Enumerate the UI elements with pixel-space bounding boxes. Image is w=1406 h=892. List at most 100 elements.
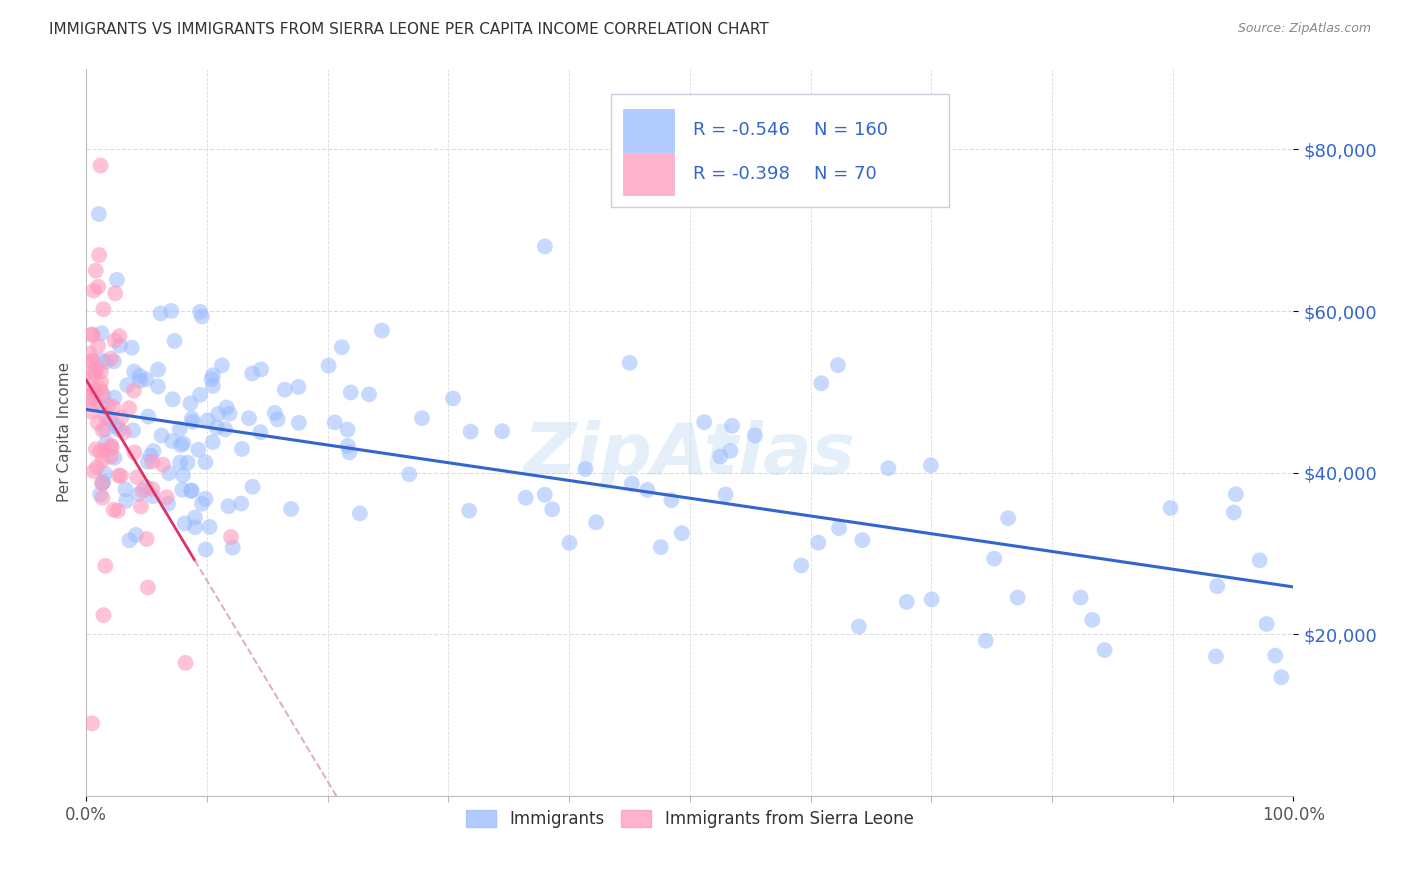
Point bbox=[87, 280, 110, 294]
Point bbox=[1070, 591, 1092, 605]
Point bbox=[371, 324, 394, 338]
Point bbox=[128, 368, 150, 383]
Point bbox=[101, 441, 124, 455]
Point bbox=[141, 482, 163, 496]
Point bbox=[97, 399, 120, 413]
Point bbox=[103, 503, 125, 517]
Point bbox=[115, 493, 138, 508]
Point bbox=[136, 581, 159, 595]
Point bbox=[533, 488, 555, 502]
Point bbox=[179, 396, 201, 410]
Point bbox=[87, 416, 110, 430]
Point bbox=[87, 207, 110, 221]
Point bbox=[162, 392, 184, 407]
Point bbox=[108, 468, 131, 483]
Point bbox=[274, 383, 297, 397]
Point bbox=[181, 415, 204, 429]
Point bbox=[90, 353, 112, 368]
Point bbox=[108, 329, 131, 343]
Point bbox=[105, 273, 128, 287]
Point bbox=[83, 284, 105, 298]
Point bbox=[207, 407, 229, 421]
Text: Source: ZipAtlas.com: Source: ZipAtlas.com bbox=[1237, 22, 1371, 36]
Point bbox=[574, 462, 596, 476]
Point bbox=[1205, 649, 1227, 664]
Point bbox=[157, 466, 180, 480]
Point bbox=[280, 502, 302, 516]
Text: R = -0.546: R = -0.546 bbox=[693, 121, 790, 139]
Point bbox=[86, 460, 108, 475]
Point bbox=[1223, 506, 1246, 520]
Point bbox=[129, 500, 152, 514]
Point bbox=[184, 510, 207, 524]
Text: IMMIGRANTS VS IMMIGRANTS FROM SIERRA LEONE PER CAPITA INCOME CORRELATION CHART: IMMIGRANTS VS IMMIGRANTS FROM SIERRA LEO… bbox=[49, 22, 769, 37]
Point bbox=[115, 378, 138, 392]
Point bbox=[807, 535, 830, 549]
Point bbox=[242, 480, 264, 494]
Point bbox=[122, 423, 145, 437]
Point bbox=[619, 356, 641, 370]
Point bbox=[79, 346, 101, 360]
Point bbox=[94, 558, 117, 573]
Point bbox=[671, 526, 693, 541]
Point bbox=[218, 407, 240, 421]
Point bbox=[458, 504, 481, 518]
Point bbox=[219, 530, 242, 544]
Point bbox=[221, 541, 243, 555]
Point bbox=[266, 412, 288, 426]
Point bbox=[357, 387, 380, 401]
Point bbox=[827, 358, 849, 372]
Point bbox=[79, 389, 101, 403]
Point bbox=[94, 467, 117, 481]
Point bbox=[82, 368, 104, 382]
Point bbox=[125, 528, 148, 542]
Point bbox=[108, 423, 131, 437]
Point bbox=[714, 487, 737, 501]
Point bbox=[650, 540, 672, 554]
Point bbox=[124, 445, 146, 459]
Point bbox=[80, 353, 103, 368]
Point bbox=[114, 483, 136, 497]
Point bbox=[86, 360, 108, 375]
Text: R = -0.398: R = -0.398 bbox=[693, 165, 790, 183]
Point bbox=[87, 339, 110, 353]
Point bbox=[169, 456, 191, 470]
Point bbox=[620, 476, 643, 491]
Point bbox=[103, 354, 125, 368]
Point bbox=[194, 455, 217, 469]
Point bbox=[142, 489, 165, 503]
Point bbox=[91, 491, 114, 505]
Point bbox=[146, 379, 169, 393]
FancyBboxPatch shape bbox=[612, 94, 949, 207]
Point bbox=[110, 469, 132, 483]
FancyBboxPatch shape bbox=[623, 153, 673, 195]
Point bbox=[84, 389, 107, 403]
Point bbox=[851, 533, 873, 547]
Point bbox=[744, 428, 766, 442]
Point bbox=[135, 372, 157, 386]
Point bbox=[100, 439, 122, 453]
Point bbox=[90, 365, 112, 379]
Point bbox=[187, 442, 209, 457]
Point bbox=[1264, 648, 1286, 663]
Point bbox=[249, 425, 271, 440]
Point bbox=[441, 392, 464, 406]
Point bbox=[200, 372, 222, 386]
Point bbox=[91, 476, 114, 491]
Point bbox=[83, 383, 105, 397]
Point bbox=[89, 487, 111, 501]
Point bbox=[89, 444, 111, 458]
Point bbox=[82, 382, 104, 396]
Point bbox=[287, 380, 309, 394]
Point bbox=[339, 385, 361, 400]
Point bbox=[1270, 670, 1292, 684]
FancyBboxPatch shape bbox=[623, 109, 673, 152]
Point bbox=[100, 450, 122, 464]
Point bbox=[231, 442, 253, 456]
Point bbox=[146, 362, 169, 376]
Point bbox=[103, 391, 125, 405]
Point bbox=[349, 507, 371, 521]
Point bbox=[90, 385, 112, 400]
Point bbox=[330, 340, 353, 354]
Point bbox=[163, 334, 186, 348]
